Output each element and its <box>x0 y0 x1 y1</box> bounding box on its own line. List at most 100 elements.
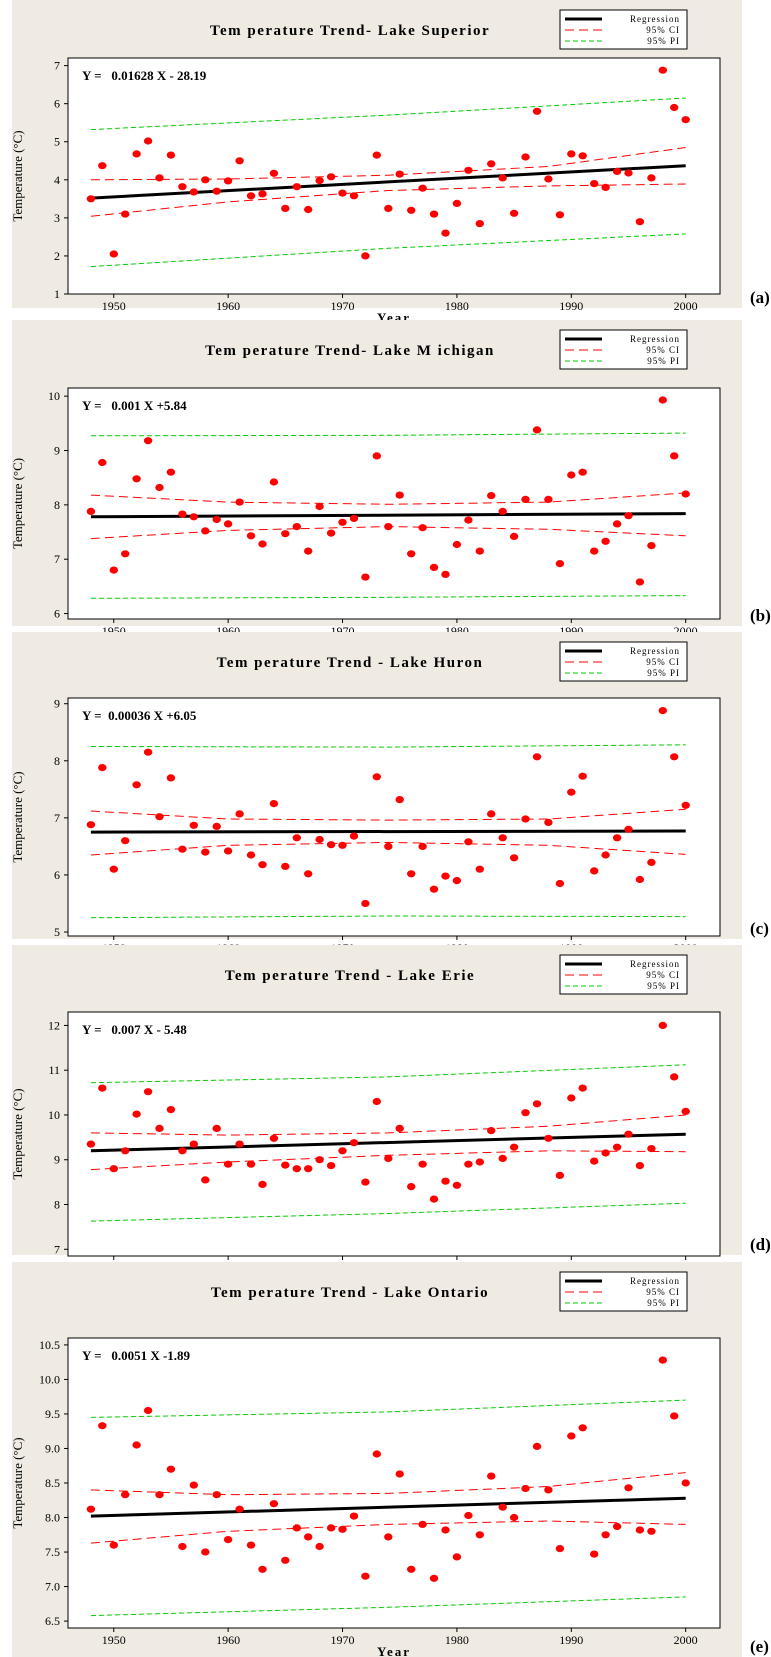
data-point <box>258 861 267 869</box>
data-point <box>658 1356 667 1364</box>
data-point <box>304 1533 313 1541</box>
data-point <box>681 1107 690 1115</box>
chart-panel: Tem perature Trend- Lake M ichigan Y = 0.… <box>10 320 771 650</box>
data-point <box>155 813 164 821</box>
data-point <box>326 1162 336 1170</box>
data-point <box>532 1442 542 1450</box>
data-point <box>281 862 290 871</box>
plot-area <box>67 387 721 620</box>
data-point <box>441 1526 450 1534</box>
x-tick-label: 1980 <box>445 1633 469 1647</box>
regression-equation: Y = 0.01628 X - 28.19 <box>82 68 207 83</box>
y-tick-label: 7 <box>54 811 60 825</box>
data-point <box>429 563 439 572</box>
data-point <box>155 174 164 182</box>
data-point <box>361 899 370 908</box>
data-point <box>567 1432 576 1440</box>
data-point <box>521 815 530 823</box>
data-point <box>647 1145 656 1153</box>
legend-label: 95% PI <box>647 668 680 678</box>
y-tick-label: 9.5 <box>45 1407 60 1421</box>
data-point <box>258 190 267 198</box>
data-point <box>281 204 290 212</box>
data-point <box>612 1522 622 1531</box>
ci-upper-line <box>90 492 686 505</box>
y-tick-label: 8 <box>54 498 60 512</box>
data-point <box>658 707 667 715</box>
y-tick-label: 6.5 <box>45 1614 60 1628</box>
data-point <box>612 1143 622 1151</box>
y-tick-label: 11 <box>48 1063 60 1077</box>
pi-lower-line <box>90 915 686 919</box>
data-point <box>361 1178 370 1186</box>
data-point <box>429 210 439 218</box>
data-point <box>567 788 576 796</box>
data-point <box>86 507 96 515</box>
panel-label: (a) <box>750 288 770 307</box>
data-point <box>624 1484 633 1492</box>
y-tick-label: 9.0 <box>45 1441 60 1455</box>
data-point <box>555 879 565 888</box>
data-point <box>281 530 290 538</box>
data-point <box>487 492 496 500</box>
legend-label: Regression <box>630 1276 680 1286</box>
data-point <box>521 495 530 503</box>
ci-upper-line <box>90 808 686 821</box>
data-point <box>384 1154 393 1162</box>
data-point <box>555 211 565 219</box>
pi-upper-line <box>90 432 686 437</box>
data-point <box>338 1147 347 1155</box>
data-point <box>509 1513 519 1522</box>
pi-upper-line <box>90 1399 686 1418</box>
data-point <box>624 1130 633 1138</box>
data-point <box>567 150 576 158</box>
data-point <box>292 1165 301 1173</box>
data-point <box>349 192 359 200</box>
data-point <box>269 1134 279 1142</box>
y-tick-label: 10 <box>48 389 60 403</box>
data-point <box>315 835 324 844</box>
y-tick-label: 5 <box>54 925 60 939</box>
data-point <box>338 1525 347 1533</box>
chart-panel: Tem perature Trend - Lake Erie Y = 0.007 … <box>10 945 771 1287</box>
pi-lower-line <box>90 595 686 599</box>
legend-label: 95% PI <box>647 981 680 991</box>
x-axis-label: Year <box>377 1644 411 1657</box>
data-point <box>612 167 622 175</box>
legend-label: Regression <box>630 14 680 24</box>
data-point <box>441 570 450 579</box>
legend-label: Regression <box>630 646 680 656</box>
x-tick-label: 1980 <box>445 299 469 313</box>
data-point <box>223 1160 233 1168</box>
y-axis-label: Temperature (°C) <box>10 130 25 221</box>
y-tick-label: 2 <box>54 249 60 263</box>
data-point <box>212 515 221 524</box>
data-point <box>372 1097 381 1106</box>
ci-lower-line <box>90 1520 686 1544</box>
chart-panel: Tem perature Trend- Lake Superior Y = 0.0… <box>10 0 770 325</box>
data-point <box>578 468 587 476</box>
data-point <box>338 189 347 197</box>
ci-upper-line <box>90 147 686 181</box>
data-point <box>601 1149 610 1157</box>
data-point <box>372 1450 381 1458</box>
regression-equation: Y = 0.001 X +5.84 <box>82 398 187 413</box>
data-point <box>624 512 633 520</box>
data-point <box>178 1147 187 1155</box>
data-point <box>269 478 279 486</box>
data-point <box>498 1154 507 1162</box>
data-point <box>304 1165 313 1173</box>
data-point <box>315 1542 324 1551</box>
data-point <box>361 252 370 260</box>
plot-area <box>67 1337 721 1629</box>
data-point <box>544 1486 553 1494</box>
legend-label: Regression <box>630 959 680 969</box>
data-point <box>235 1505 244 1513</box>
data-point <box>212 1491 221 1499</box>
data-point <box>109 566 119 574</box>
data-point <box>395 796 404 804</box>
data-point <box>235 810 244 818</box>
data-point <box>132 1441 141 1449</box>
data-point <box>98 162 107 170</box>
data-point <box>464 166 473 174</box>
